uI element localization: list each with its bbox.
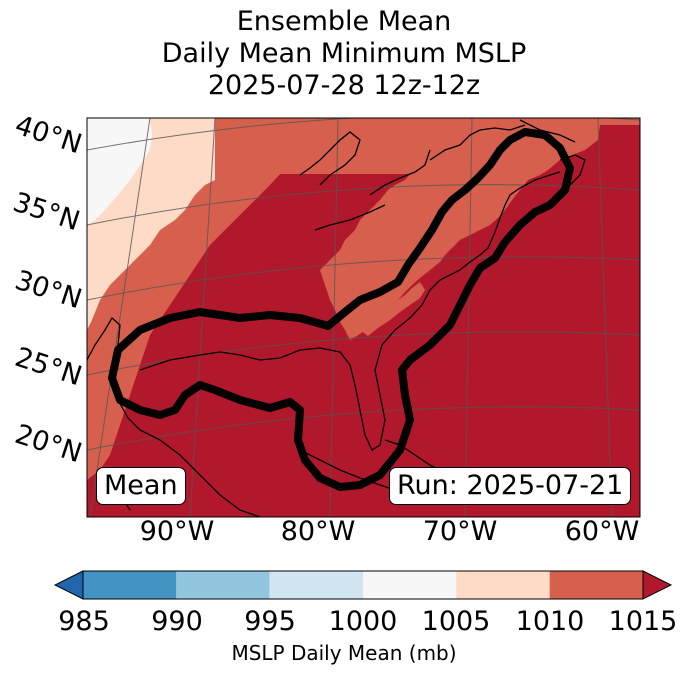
lat-tick-label: 25°N bbox=[11, 342, 85, 393]
colorbar-tick-label: 985 bbox=[58, 606, 110, 637]
colorbar-bin bbox=[176, 571, 270, 599]
lon-tick-label: 60°W bbox=[565, 516, 640, 547]
colorbar-bin bbox=[549, 571, 643, 599]
run-date-label-box: Run: 2025-07-21 bbox=[389, 467, 632, 505]
colorbar-tick-label: 1015 bbox=[608, 606, 678, 637]
map-frame bbox=[86, 117, 641, 518]
lat-tick-label: 40°N bbox=[11, 110, 85, 161]
colorbar-under-extension bbox=[53, 570, 84, 600]
chart-title-line-1: Ensemble Mean bbox=[236, 6, 452, 37]
colorbar-bin bbox=[456, 571, 550, 599]
mean-label-box: Mean bbox=[96, 467, 186, 505]
lat-tick-label: 35°N bbox=[9, 187, 83, 238]
ensemble-contour bbox=[108, 128, 574, 491]
lat-tick-label: 20°N bbox=[11, 419, 85, 470]
colorbar-over-extension bbox=[642, 570, 673, 600]
lon-labels: 90°W 80°W 70°W 60°W bbox=[140, 516, 640, 547]
lat-labels: 40°N 35°N 30°N 25°N 20°N bbox=[9, 110, 85, 470]
field-1000-1005 bbox=[87, 118, 152, 225]
chart-title-line-2: Daily Mean Minimum MSLP bbox=[161, 38, 527, 69]
lon-tick-label: 90°W bbox=[140, 516, 215, 547]
colorbar-tick-label: 1010 bbox=[515, 606, 585, 637]
field-1010-patch bbox=[360, 282, 425, 336]
colorbar-label: MSLP Daily Mean (mb) bbox=[231, 641, 457, 665]
chart-title-line-3: 2025-07-28 12z-12z bbox=[207, 70, 481, 101]
colorbar-tick-label: 990 bbox=[151, 606, 203, 637]
colorbar-frame bbox=[82, 570, 644, 600]
colorbar-bin bbox=[363, 571, 457, 599]
lon-tick-label: 80°W bbox=[281, 516, 356, 547]
colorbar bbox=[53, 570, 673, 600]
colorbar-bin bbox=[83, 571, 177, 599]
lon-tick-label: 70°W bbox=[423, 516, 498, 547]
colorbar-bin bbox=[269, 571, 363, 599]
colorbar-tick-label: 995 bbox=[244, 606, 296, 637]
lat-tick-label: 30°N bbox=[11, 265, 85, 316]
colorbar-tick-label: 1000 bbox=[328, 606, 398, 637]
colorbar-tick-label: 1005 bbox=[421, 606, 491, 637]
